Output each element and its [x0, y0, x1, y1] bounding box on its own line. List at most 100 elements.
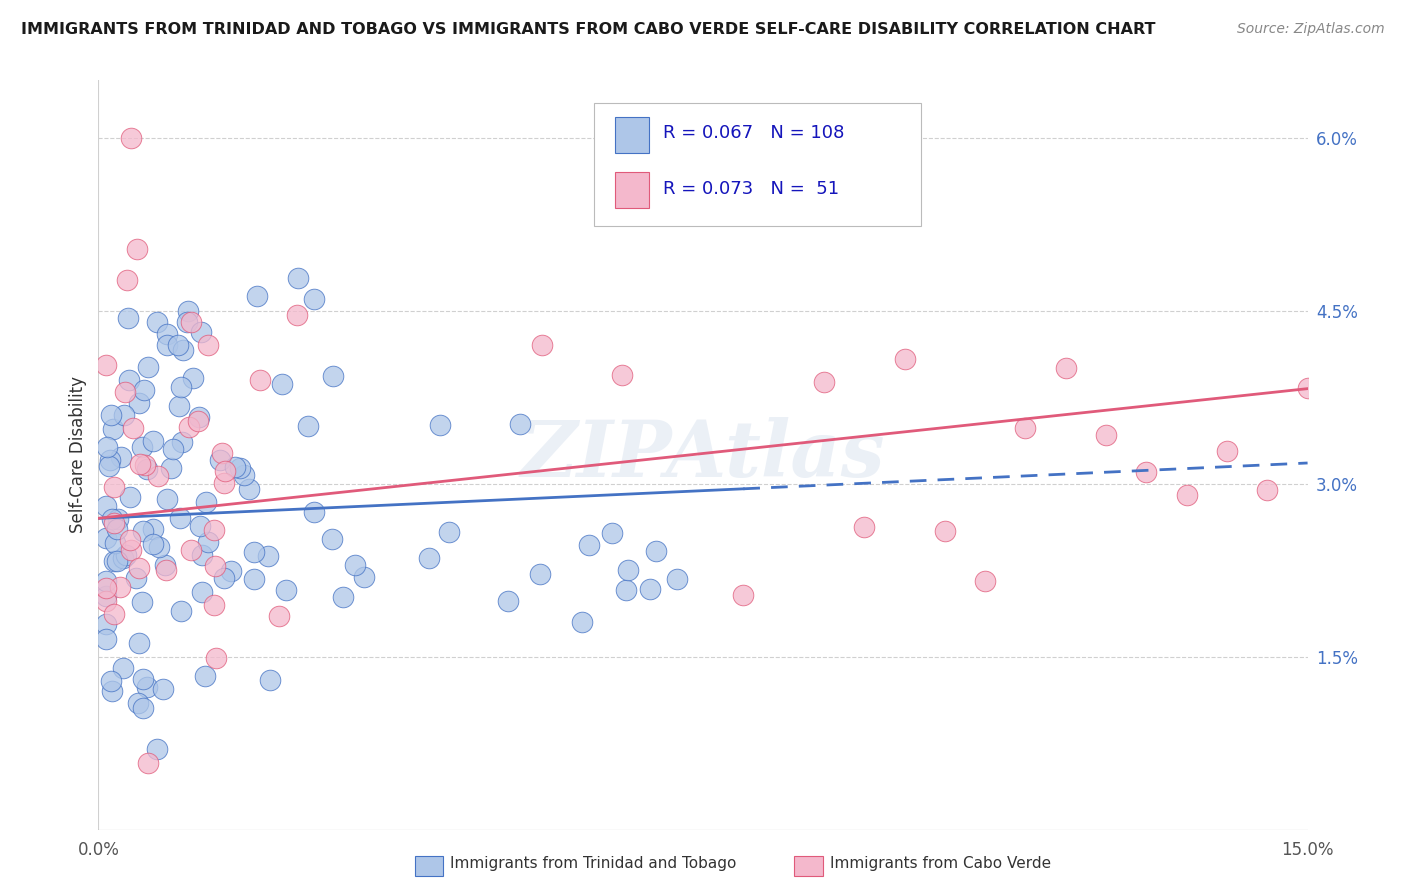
Point	[128, 561, 150, 575]
Point	[98, 453, 121, 467]
Point	[578, 538, 600, 552]
Point	[115, 548, 138, 562]
FancyBboxPatch shape	[614, 117, 648, 153]
Point	[645, 543, 668, 558]
Point	[214, 464, 236, 478]
Point	[112, 409, 135, 423]
Point	[131, 700, 153, 714]
Point	[332, 591, 354, 605]
Point	[191, 549, 214, 563]
Point	[1135, 465, 1157, 479]
Point	[1216, 444, 1239, 458]
FancyBboxPatch shape	[614, 171, 648, 208]
Point	[128, 458, 150, 472]
Point	[146, 742, 169, 756]
Text: IMMIGRANTS FROM TRINIDAD AND TOBAGO VS IMMIGRANTS FROM CABO VERDE SELF-CARE DISA: IMMIGRANTS FROM TRINIDAD AND TOBAGO VS I…	[21, 22, 1156, 37]
Point	[194, 669, 217, 683]
Point	[205, 650, 228, 665]
Text: ZIPAtlas: ZIPAtlas	[520, 417, 886, 493]
Point	[496, 593, 519, 607]
Point	[96, 574, 118, 588]
Point	[194, 495, 217, 509]
Point	[257, 549, 280, 564]
Point	[238, 482, 260, 496]
Point	[128, 396, 150, 410]
Point	[136, 359, 159, 374]
Point	[131, 672, 153, 686]
Point	[853, 520, 876, 534]
Point	[1256, 483, 1278, 497]
Point	[813, 375, 835, 389]
Point	[131, 440, 153, 454]
Point	[97, 459, 120, 474]
Point	[321, 532, 343, 546]
Point	[156, 338, 179, 352]
Point	[100, 684, 122, 698]
Point	[249, 373, 271, 387]
Point	[269, 609, 291, 624]
Point	[353, 569, 375, 583]
Point	[96, 617, 118, 632]
Point	[110, 450, 132, 464]
Point	[243, 572, 266, 586]
Point	[246, 289, 269, 303]
Point	[96, 632, 118, 646]
Point	[105, 522, 128, 536]
Text: R = 0.067   N = 108: R = 0.067 N = 108	[664, 125, 845, 143]
Point	[120, 131, 142, 145]
Point	[111, 550, 134, 565]
Point	[148, 469, 170, 483]
Point	[153, 558, 176, 573]
Point	[232, 467, 254, 482]
Point	[96, 358, 118, 372]
Point	[127, 243, 149, 257]
Point	[212, 571, 235, 585]
Point	[156, 492, 179, 507]
Point	[135, 680, 157, 694]
FancyBboxPatch shape	[595, 103, 921, 227]
Point	[104, 536, 127, 550]
Point	[529, 567, 551, 582]
Point	[141, 523, 163, 537]
Point	[172, 343, 194, 358]
Point	[148, 540, 170, 554]
Point	[96, 594, 118, 608]
Point	[160, 460, 183, 475]
Point	[127, 696, 149, 710]
Point	[191, 585, 214, 599]
Point	[243, 545, 266, 559]
Point	[170, 604, 193, 618]
Point	[638, 582, 661, 597]
Point	[893, 351, 915, 366]
Point	[197, 338, 219, 352]
Point	[287, 271, 309, 285]
Point	[180, 542, 202, 557]
Point	[118, 491, 141, 505]
Point	[270, 377, 292, 392]
Point	[181, 371, 204, 385]
Point	[212, 476, 235, 491]
Point	[100, 673, 122, 688]
Point	[219, 564, 242, 578]
Point	[202, 598, 225, 612]
Point	[96, 531, 118, 545]
Point	[118, 373, 141, 387]
Point	[111, 661, 134, 675]
Point	[103, 554, 125, 568]
Point	[156, 326, 179, 341]
Point	[96, 441, 118, 455]
Point	[202, 523, 225, 537]
Point	[302, 505, 325, 519]
Point	[170, 380, 193, 394]
Point	[142, 537, 165, 551]
Point	[934, 524, 956, 538]
Point	[146, 315, 169, 329]
Point	[429, 418, 451, 433]
Point	[152, 682, 174, 697]
Point	[344, 558, 367, 573]
Point	[105, 554, 128, 568]
Point	[101, 422, 124, 436]
Point	[96, 582, 118, 596]
Text: Immigrants from Trinidad and Tobago: Immigrants from Trinidad and Tobago	[450, 856, 737, 871]
Point	[134, 458, 156, 472]
